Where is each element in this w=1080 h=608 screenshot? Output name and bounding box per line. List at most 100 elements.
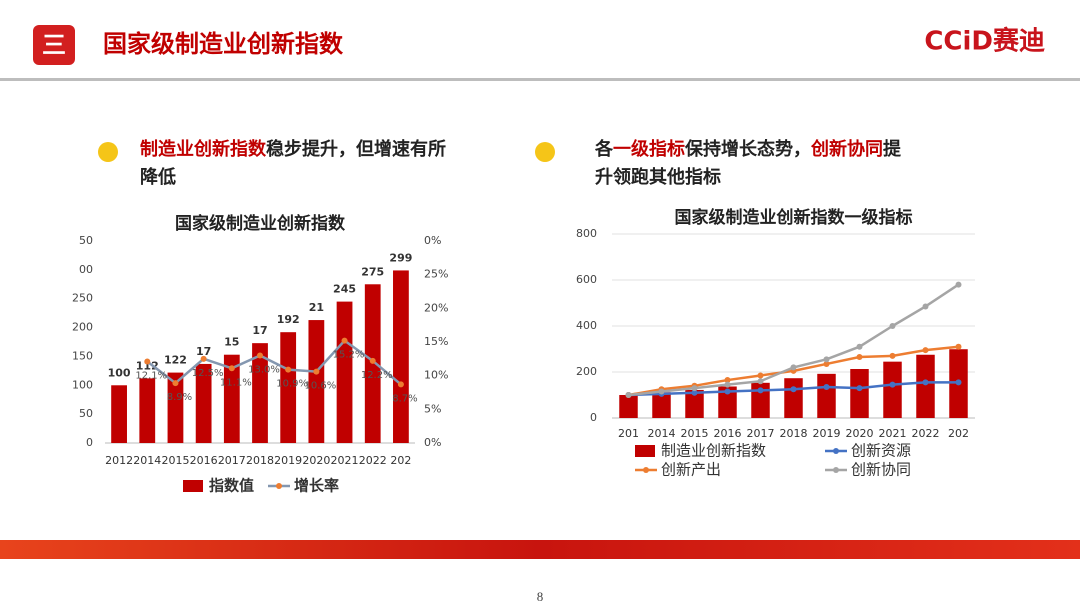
note-text: 一级指标	[613, 139, 685, 160]
bulb-icon	[535, 142, 555, 162]
line-marker	[823, 360, 830, 367]
x-tick-label: 2018	[780, 427, 808, 440]
line-marker	[790, 364, 797, 371]
y-tick-label: 200	[72, 321, 93, 334]
line-marker	[922, 347, 929, 354]
x-tick-label: 2017	[218, 454, 246, 467]
legend-swatch	[833, 467, 839, 473]
line-marker	[889, 352, 896, 359]
y-tick-label: 100	[72, 378, 93, 391]
bar-label: 112	[136, 359, 159, 372]
bar	[883, 361, 902, 418]
point-label: 12.1%	[135, 371, 167, 382]
point-label: 10.9%	[276, 379, 308, 390]
x-tick-label: 2015	[161, 454, 189, 467]
x-tick-label: 2020	[302, 454, 330, 467]
header-rule	[0, 78, 1080, 81]
y-tick-label: 250	[72, 292, 93, 305]
legend-label: 制造业创新指数	[661, 442, 766, 460]
line-marker	[172, 380, 179, 387]
bar-label: 17	[252, 324, 267, 337]
x-tick-label: 202	[948, 427, 969, 440]
x-tick-label: 2021	[331, 454, 359, 467]
chart-title: 国家级制造业创新指数	[175, 213, 346, 234]
footer-band	[0, 540, 1080, 559]
line-marker	[955, 379, 962, 386]
bar	[685, 389, 704, 418]
bar	[652, 392, 671, 418]
y-tick-label: 800	[576, 227, 597, 240]
point-label: 10.6%	[304, 381, 336, 392]
line-marker	[369, 357, 376, 364]
bar	[308, 320, 325, 443]
bar	[252, 343, 268, 443]
legend-swatch	[183, 480, 203, 492]
line-marker	[955, 343, 962, 350]
point-label: 13.0%	[248, 364, 280, 375]
x-tick-label: 202	[390, 454, 411, 467]
y2-tick-label: 0%	[424, 234, 441, 247]
bar-label: 192	[277, 313, 300, 326]
bar-label: 245	[333, 283, 356, 296]
note-text: 制造业创新指数	[140, 139, 266, 160]
line-marker	[285, 366, 292, 373]
bar	[784, 378, 803, 418]
line-marker	[228, 365, 235, 372]
legend-swatch	[833, 448, 839, 454]
y-tick-label: 150	[72, 349, 93, 362]
x-tick-label: 2022	[359, 454, 387, 467]
logo: CCiD赛迪	[924, 26, 1045, 57]
chart-title: 国家级制造业创新指数一级指标	[675, 207, 913, 228]
y-tick-label: 600	[576, 273, 597, 286]
y2-tick-label: 15%	[424, 335, 448, 348]
bar	[167, 372, 184, 443]
x-tick-label: 2022	[912, 427, 940, 440]
legend-swatch	[276, 483, 282, 489]
legend-swatch	[635, 445, 655, 457]
line-marker	[724, 388, 731, 395]
line-marker	[724, 377, 731, 384]
bar	[916, 354, 935, 418]
line-marker	[691, 389, 698, 396]
x-tick-label: 2016	[714, 427, 742, 440]
note-text: 保持增长态势，	[685, 139, 811, 160]
x-tick-label: 201	[618, 427, 639, 440]
bar-label: 299	[389, 251, 412, 264]
line-marker	[823, 356, 830, 363]
bar	[817, 373, 836, 418]
line-marker	[757, 372, 764, 379]
y-tick-label: 400	[576, 319, 597, 332]
bar	[195, 363, 212, 443]
line-marker	[724, 381, 731, 388]
x-tick-label: 2019	[274, 454, 302, 467]
legend-label: 创新协同	[851, 461, 911, 479]
line-marker	[658, 388, 665, 395]
line-marker	[790, 386, 797, 393]
y2-tick-label: 25%	[424, 268, 448, 281]
bar-label: 275	[361, 265, 384, 278]
bar-label: 21	[309, 301, 324, 314]
bar	[393, 270, 409, 443]
y-tick-label: 200	[576, 365, 597, 378]
legend-label: 指数值	[209, 477, 254, 495]
y-tick-label: 0	[590, 411, 597, 424]
note-text: 提升领跑其他指标	[595, 139, 901, 188]
note-text: 稳步提升，但增速有所降低	[140, 139, 446, 188]
line-marker	[889, 381, 896, 388]
legend-label: 创新产出	[661, 461, 721, 479]
line-marker	[889, 323, 896, 329]
line-marker	[757, 387, 764, 394]
bar-label: 15	[224, 336, 239, 349]
line-marker	[823, 383, 830, 390]
x-tick-label: 2014	[648, 427, 676, 440]
note-text: 各	[595, 139, 613, 160]
x-tick-label: 2018	[246, 454, 274, 467]
line-marker	[691, 385, 698, 392]
x-tick-label: 2014	[133, 454, 161, 467]
x-tick-label: 2021	[879, 427, 907, 440]
y-tick-label: 00	[79, 263, 93, 276]
line-marker	[757, 378, 764, 385]
bulb-icon	[98, 142, 118, 162]
